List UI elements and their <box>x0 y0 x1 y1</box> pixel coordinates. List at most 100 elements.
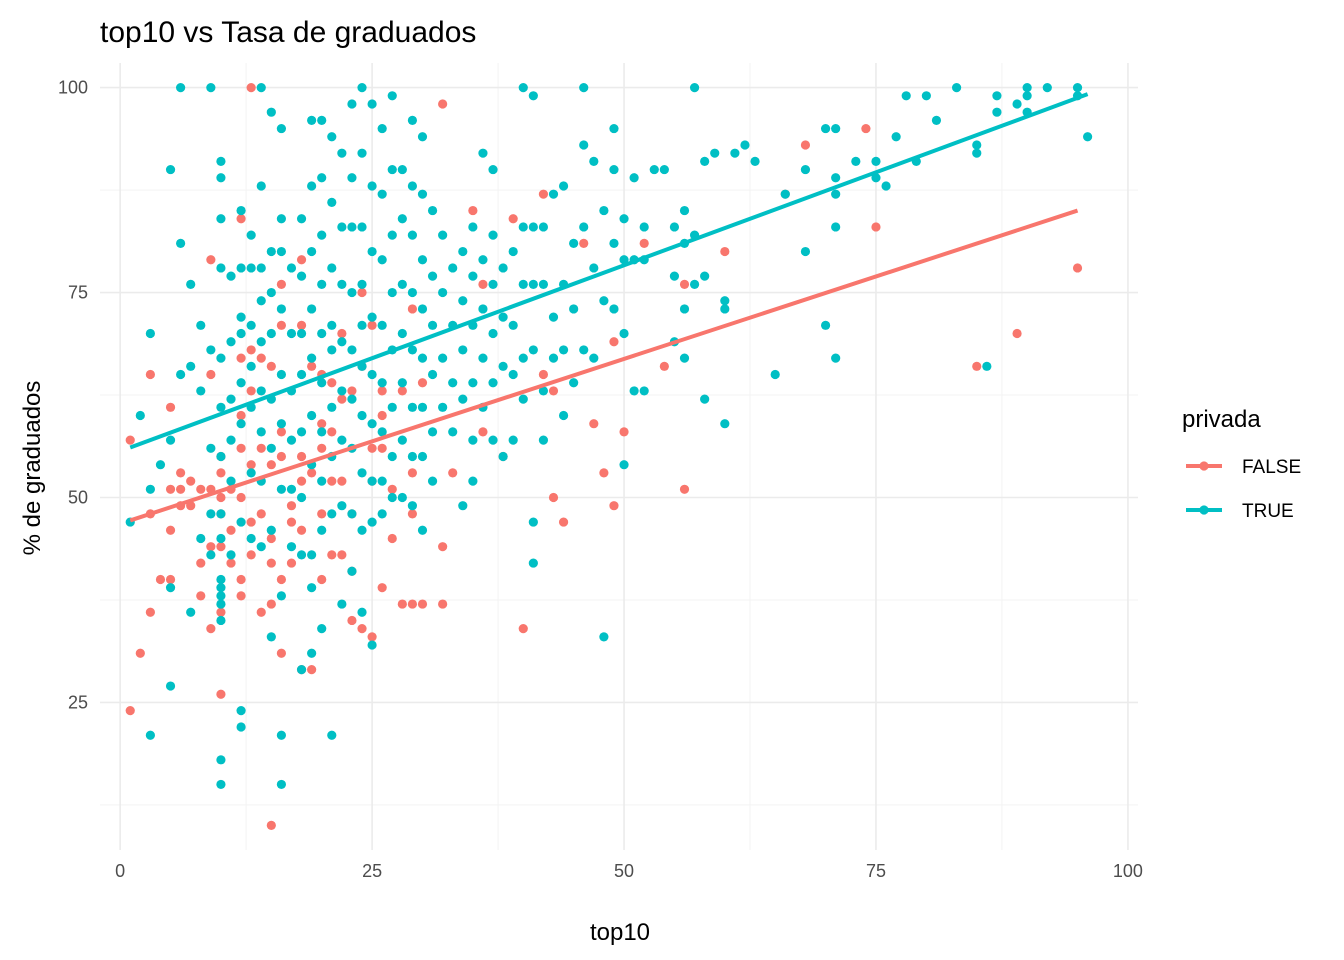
data-point <box>357 279 367 289</box>
data-point <box>397 328 407 339</box>
data-point <box>357 410 367 421</box>
data-point <box>397 599 407 609</box>
data-point <box>276 648 286 658</box>
data-point <box>407 287 418 298</box>
data-point <box>266 246 276 257</box>
data-point <box>387 402 397 412</box>
data-point <box>307 181 317 191</box>
data-point <box>307 583 317 593</box>
data-point <box>972 140 982 150</box>
data-point <box>216 583 226 593</box>
data-point <box>347 386 357 396</box>
data-point <box>307 468 317 478</box>
data-point <box>176 468 186 478</box>
data-point <box>357 607 367 617</box>
data-point <box>579 345 589 355</box>
data-point <box>679 205 690 216</box>
data-point <box>266 328 276 339</box>
data-point <box>498 451 508 462</box>
data-point <box>296 214 307 224</box>
data-point <box>266 632 276 642</box>
data-point <box>548 312 559 322</box>
data-point <box>246 550 256 560</box>
data-point <box>307 115 317 125</box>
data-point <box>196 320 206 330</box>
data-point <box>417 599 428 609</box>
data-point <box>286 435 297 445</box>
data-point <box>397 279 407 289</box>
data-point <box>679 279 690 289</box>
data-point <box>448 427 458 437</box>
data-point <box>236 492 246 503</box>
data-point <box>518 222 528 232</box>
data-point <box>498 312 508 322</box>
data-point <box>367 181 377 191</box>
data-point <box>629 173 639 183</box>
data-point <box>337 337 347 347</box>
data-point <box>417 378 428 388</box>
data-point <box>317 574 327 585</box>
data-point <box>256 542 266 552</box>
data-point <box>276 591 286 601</box>
data-point <box>216 402 226 412</box>
data-point <box>246 468 256 478</box>
data-point <box>296 492 307 503</box>
data-point <box>337 386 347 396</box>
data-point <box>972 148 982 158</box>
data-point <box>438 230 448 240</box>
data-point <box>317 509 327 519</box>
data-point <box>417 189 428 199</box>
data-point <box>236 410 246 421</box>
data-point <box>286 542 297 552</box>
data-point <box>256 353 266 363</box>
data-point <box>286 517 297 527</box>
legend-label-false: FALSE <box>1242 457 1301 478</box>
data-point <box>619 214 629 224</box>
data-point <box>296 550 307 560</box>
data-point <box>599 205 609 216</box>
data-point <box>448 263 458 273</box>
data-point <box>347 566 357 576</box>
data-point <box>256 427 266 437</box>
data-point <box>226 394 236 404</box>
data-point <box>689 82 700 93</box>
data-point <box>307 665 317 675</box>
data-point <box>317 476 327 486</box>
data-point <box>246 320 256 330</box>
data-point <box>196 386 206 396</box>
data-point <box>558 345 569 355</box>
data-point <box>528 279 538 289</box>
data-point <box>700 394 710 404</box>
data-point <box>165 164 176 175</box>
data-point <box>831 353 841 363</box>
x-tick-label: 25 <box>362 861 382 881</box>
data-point <box>770 369 780 380</box>
data-point <box>317 230 327 240</box>
data-point <box>206 369 216 380</box>
data-point <box>558 517 569 527</box>
data-point <box>1012 328 1022 339</box>
data-point <box>216 156 226 166</box>
data-point <box>518 353 528 363</box>
data-point <box>327 509 337 519</box>
data-point <box>256 263 266 273</box>
data-point <box>377 443 387 453</box>
y-tick-label: 75 <box>68 283 88 303</box>
data-point <box>397 492 407 503</box>
data-point <box>458 296 468 306</box>
data-point <box>216 533 226 544</box>
data-point <box>689 279 700 289</box>
data-point <box>1022 82 1032 93</box>
x-tick-label: 50 <box>614 861 634 881</box>
series-false-points <box>125 82 1083 831</box>
data-point <box>236 706 246 716</box>
data-point <box>548 353 559 363</box>
data-point <box>317 279 327 289</box>
data-point <box>700 156 710 166</box>
data-point <box>256 296 266 306</box>
data-point <box>216 263 226 273</box>
data-point <box>357 287 367 298</box>
data-point <box>186 279 196 289</box>
data-point <box>216 574 226 585</box>
data-point <box>347 287 357 298</box>
